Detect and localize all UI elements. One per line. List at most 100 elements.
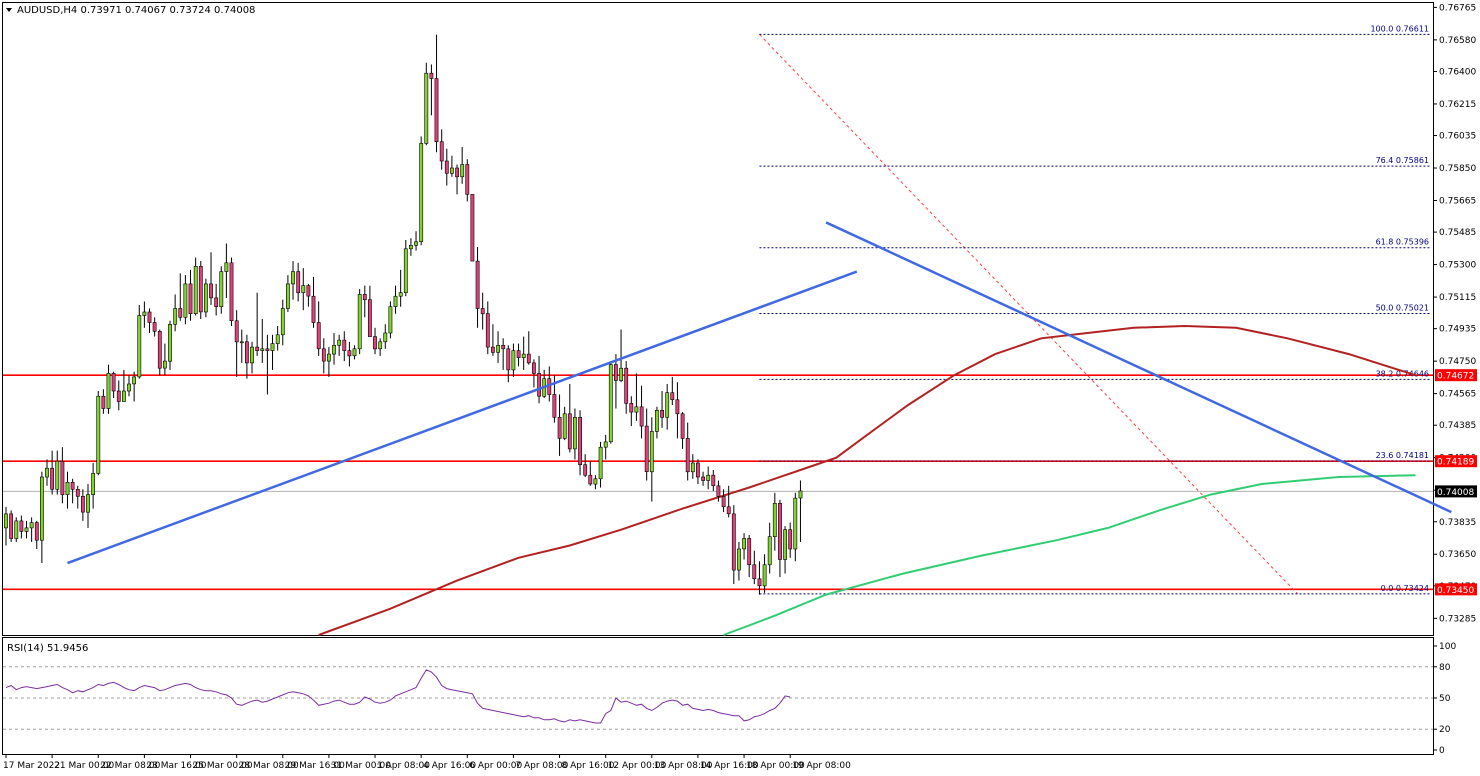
candle-body	[127, 383, 131, 392]
candle-body	[275, 334, 280, 344]
candle-body	[75, 488, 80, 497]
candle-body	[470, 194, 475, 262]
candle-body	[506, 348, 511, 371]
price-tag-box	[1435, 485, 1477, 498]
fib-level-label: 23.6 0.74181	[1376, 451, 1429, 460]
price-tick-label: 0.75850	[1439, 164, 1476, 174]
candle-body	[332, 344, 336, 355]
candle-body	[14, 520, 19, 539]
rsi-indicator	[5, 669, 791, 724]
candle-body	[578, 416, 583, 465]
fib-level-label: 76.4 0.75861	[1376, 156, 1429, 165]
candle-body	[209, 283, 213, 299]
candle-body	[552, 394, 557, 418]
candle-body	[526, 353, 531, 364]
candle-body	[265, 348, 270, 351]
candle-body	[711, 474, 716, 487]
candle-body	[214, 297, 219, 307]
candle-body	[660, 409, 665, 418]
candle-body	[255, 346, 260, 351]
fib-level-label: 61.8 0.75396	[1376, 238, 1429, 247]
rsi-tick-label: 50	[1439, 694, 1451, 704]
candle-body	[157, 330, 162, 369]
candle-body	[183, 283, 188, 318]
candle-body	[511, 350, 516, 371]
price-tick-label: 0.76765	[1439, 3, 1476, 13]
candle-body	[767, 536, 772, 566]
time-tick-label: 29 Mar 16:00	[285, 761, 345, 771]
fib-level-label: 0.0 0.73424	[1381, 584, 1429, 593]
candle-body	[742, 538, 747, 550]
candle-body	[29, 522, 34, 529]
moving-average-line	[318, 324, 1416, 636]
candle-body	[572, 416, 577, 450]
candle-body	[193, 265, 198, 314]
candle-body	[665, 392, 670, 418]
candle-body	[583, 464, 588, 476]
price-tick-label: 0.76035	[1439, 132, 1476, 142]
candle-body	[65, 481, 70, 495]
candle-body	[747, 538, 752, 566]
candle-body	[557, 416, 562, 439]
menu-triangle-icon[interactable]	[6, 8, 12, 12]
candle-body	[460, 164, 465, 178]
candle-body	[296, 271, 301, 294]
candle-body	[465, 164, 470, 195]
candle-body	[45, 467, 49, 478]
candle-body	[342, 339, 347, 351]
candle-body	[34, 522, 39, 541]
candle-body	[793, 497, 798, 550]
price-tick-label: 0.74750	[1439, 357, 1476, 367]
candle-body	[449, 167, 454, 174]
time-tick-label: 6 Apr 00:00	[469, 761, 522, 771]
price-tag-label: 0.74008	[1437, 488, 1474, 498]
candle-body	[588, 474, 593, 485]
price-tag-box	[1435, 455, 1477, 468]
candle-body	[142, 311, 147, 316]
candle-body	[91, 473, 96, 495]
candle-body	[4, 513, 8, 529]
time-tick-label: 31 Mar 00:00	[331, 761, 391, 771]
candle-body	[634, 406, 639, 413]
time-tick-label: 12 Apr 00:00	[608, 761, 667, 771]
candle-body	[316, 322, 321, 350]
candle-body	[24, 527, 29, 532]
candle-body	[326, 353, 331, 362]
candle-body	[321, 348, 326, 362]
trendline	[67, 270, 858, 565]
candle-body	[408, 245, 413, 250]
candle-body	[788, 529, 793, 550]
candle-body	[219, 271, 224, 308]
candle-body	[39, 476, 44, 541]
candle-body	[260, 348, 265, 351]
price-tick-label: 0.75485	[1439, 228, 1476, 238]
candle-body	[414, 241, 418, 246]
candle-body	[229, 262, 234, 321]
candle-body	[388, 306, 393, 334]
rsi-plot-frame	[2, 637, 1434, 755]
rsi-tick-label: 100	[1439, 642, 1456, 652]
candle-body	[706, 474, 711, 481]
candle-body	[393, 295, 398, 308]
candle-body	[55, 460, 60, 490]
candle-body	[250, 346, 254, 364]
time-tick-label: 19 Apr 08:00	[792, 761, 851, 771]
price-tick-label: 0.73285	[1439, 614, 1476, 624]
candle-body	[537, 373, 542, 397]
candle-body	[352, 348, 357, 357]
candle-body	[152, 322, 157, 332]
candle-body	[598, 446, 603, 480]
fib-level-label: 100.0 0.76611	[1370, 24, 1429, 33]
price-tag-label: 0.73450	[1437, 586, 1474, 596]
candle-body	[670, 392, 675, 401]
candle-body	[434, 78, 439, 143]
candle-body	[654, 409, 659, 432]
price-tick-label: 0.74385	[1439, 421, 1476, 431]
time-tick-label: 22 Mar 08:00	[100, 761, 160, 771]
candle-body	[147, 311, 152, 323]
rsi-levels	[3, 666, 1433, 730]
rsi-axis: 100 80 50 20 0	[1433, 642, 1456, 756]
candle-body	[649, 431, 654, 473]
candle-body	[137, 315, 142, 378]
price-tag-label: 0.74189	[1437, 458, 1474, 468]
